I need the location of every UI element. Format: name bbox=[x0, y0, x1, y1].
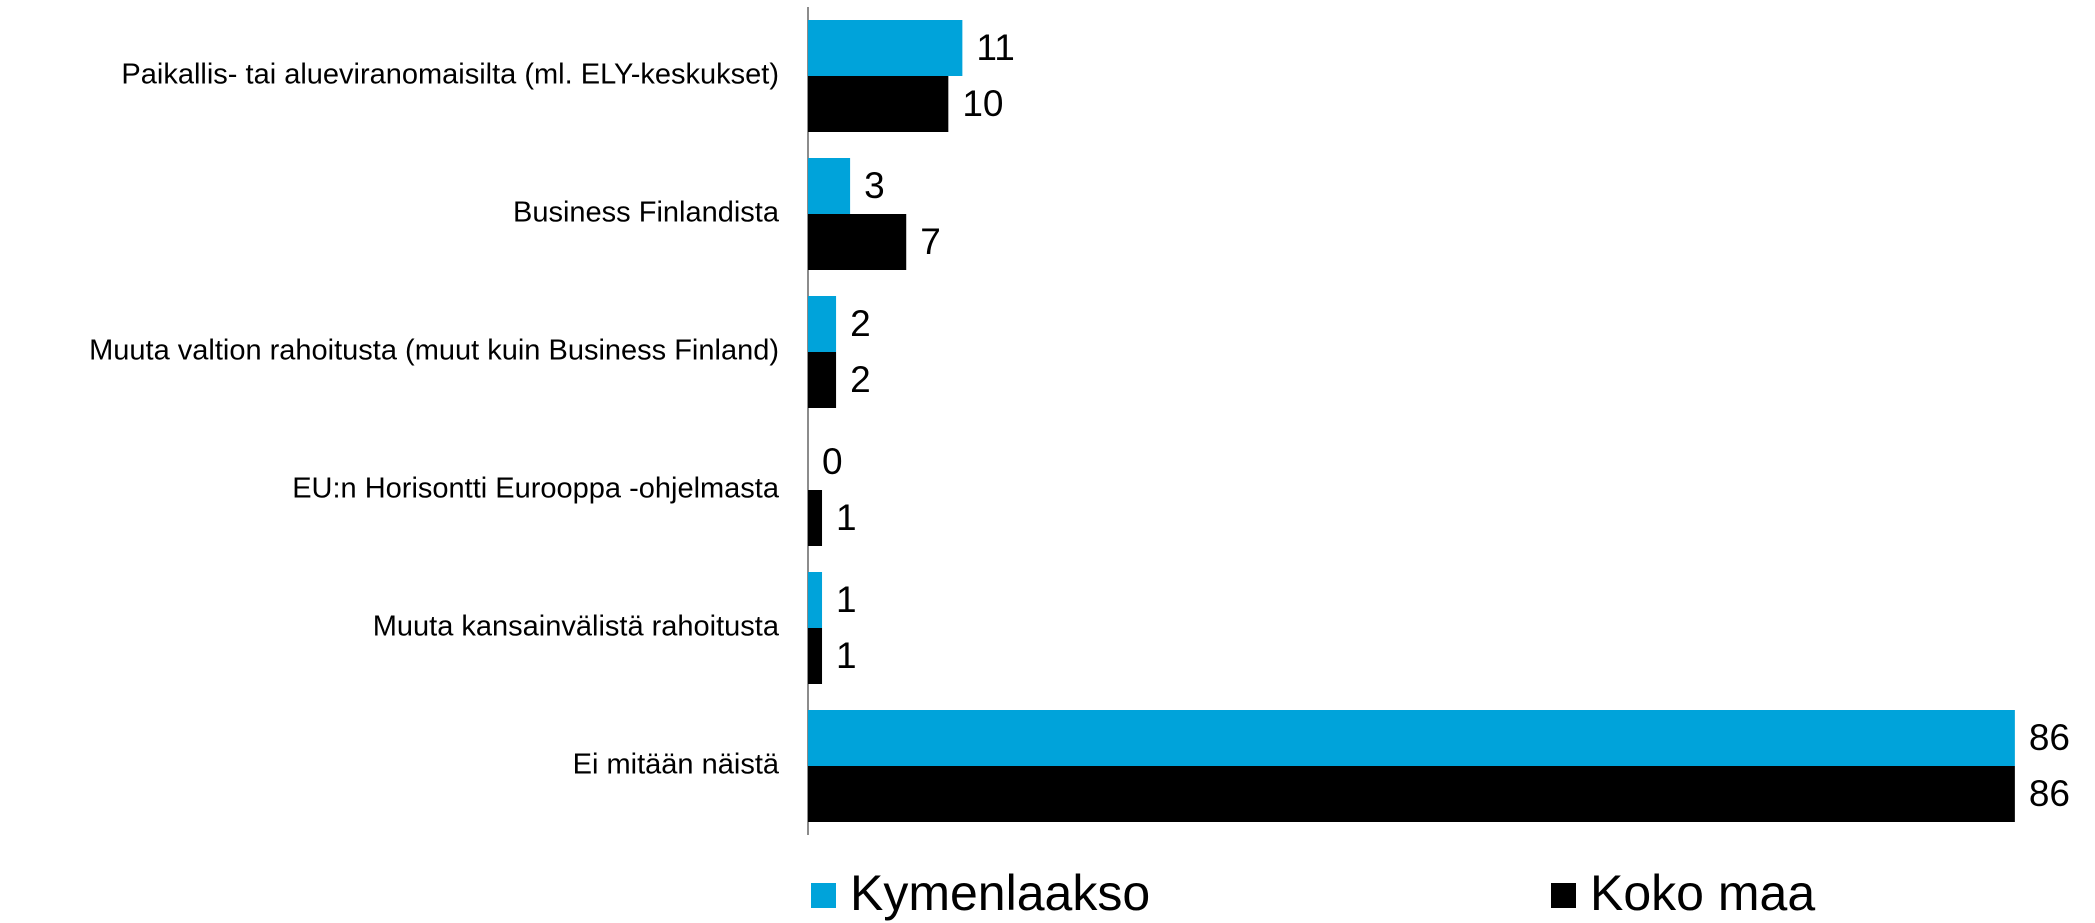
value-label: 10 bbox=[962, 83, 1003, 124]
value-label: 1 bbox=[836, 497, 857, 538]
value-label: 1 bbox=[836, 635, 857, 676]
bar bbox=[808, 158, 851, 214]
bar bbox=[808, 76, 949, 132]
category-label: EU:n Horisontti Eurooppa -ohjelmasta bbox=[292, 473, 780, 505]
bar bbox=[808, 352, 837, 408]
bar bbox=[808, 766, 2015, 822]
value-label: 0 bbox=[822, 441, 843, 482]
value-label: 2 bbox=[850, 303, 871, 344]
legend-swatch bbox=[1551, 883, 1576, 908]
legend-label: Koko maa bbox=[1590, 865, 1815, 921]
bar bbox=[808, 20, 963, 76]
bar bbox=[808, 214, 907, 270]
value-label: 1 bbox=[836, 579, 857, 620]
value-label: 11 bbox=[976, 27, 1014, 68]
bar bbox=[808, 572, 823, 628]
value-label: 3 bbox=[864, 165, 885, 206]
bar bbox=[808, 628, 823, 684]
value-label: 86 bbox=[2029, 773, 2070, 814]
category-label: Business Finlandista bbox=[513, 197, 780, 229]
category-label: Paikallis- tai alueviranomaisilta (ml. E… bbox=[121, 59, 779, 91]
bar bbox=[808, 490, 823, 546]
category-label: Muuta kansainvälistä rahoitusta bbox=[373, 611, 780, 643]
bar bbox=[808, 296, 837, 352]
legend-swatch bbox=[811, 883, 836, 908]
value-label: 7 bbox=[920, 221, 941, 262]
value-label: 2 bbox=[850, 359, 871, 400]
bar bbox=[808, 710, 2015, 766]
value-label: 86 bbox=[2029, 717, 2070, 758]
category-label: Ei mitään näistä bbox=[573, 749, 780, 781]
legend-label: Kymenlaakso bbox=[850, 865, 1150, 921]
category-label: Muuta valtion rahoitusta (muut kuin Busi… bbox=[89, 335, 779, 367]
